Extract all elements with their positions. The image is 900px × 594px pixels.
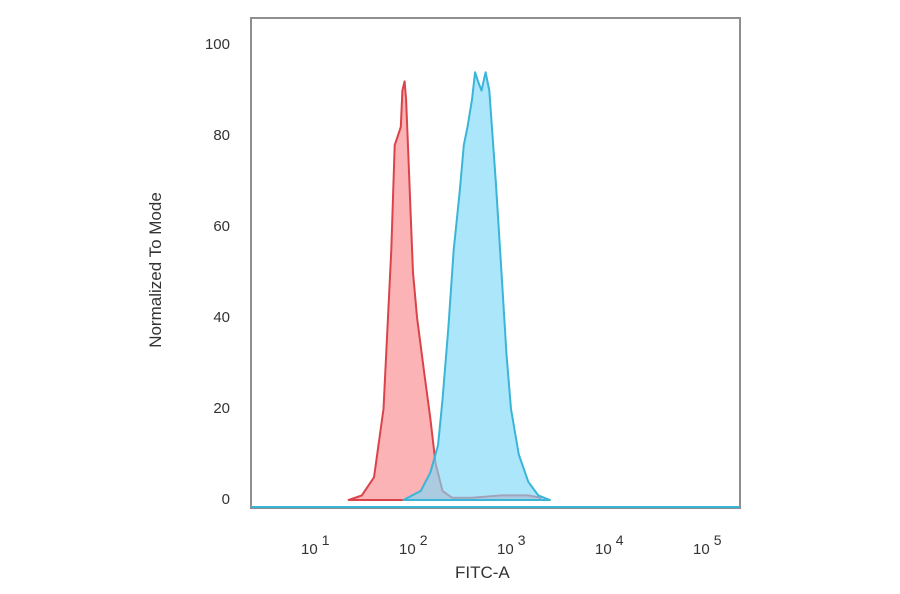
y-tick-label: 100 xyxy=(204,36,230,53)
y-tick-label: 80 xyxy=(213,127,230,144)
y-tick-label: 40 xyxy=(213,309,230,326)
y-tick-label: 0 xyxy=(221,491,230,508)
x-tick-label: 105 xyxy=(693,532,722,558)
series-layer xyxy=(347,71,551,501)
y-tick-label: 20 xyxy=(213,400,230,417)
y-axis-label: Normalized To Mode xyxy=(146,192,165,348)
x-tick-label: 104 xyxy=(595,532,624,558)
y-tick-label: 60 xyxy=(213,218,230,235)
blue-histogram-series xyxy=(402,71,551,501)
x-tick-label: 101 xyxy=(301,532,330,558)
x-axis-label: FITC-A xyxy=(455,563,510,582)
x-tick-label: 103 xyxy=(497,532,526,558)
x-tick-label: 102 xyxy=(399,532,428,558)
